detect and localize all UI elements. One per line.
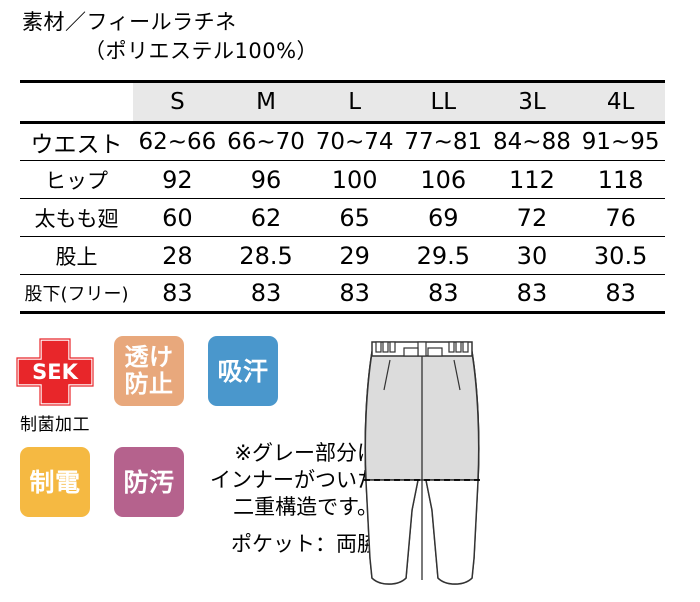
cell-waist-l: 70~74 bbox=[310, 122, 399, 161]
material-heading: 素材／フィールラチネ （ポリエステル100%） bbox=[22, 8, 662, 66]
badge-see-through-prevention: 透け 防止 bbox=[106, 336, 192, 406]
pocket-note: ポケット：両脇 bbox=[231, 532, 378, 556]
cell-inseam-s: 83 bbox=[133, 274, 222, 314]
badge-sek-antibacterial: SEK 制菌加工 bbox=[12, 336, 98, 435]
sek-caption: 制菌加工 bbox=[20, 415, 90, 435]
cell-waist-ll: 77~81 bbox=[398, 122, 488, 161]
cell-hip-4l: 118 bbox=[576, 160, 665, 199]
column-header-ll: LL bbox=[398, 80, 488, 124]
material-line-1: 素材／フィールラチネ bbox=[22, 10, 237, 34]
cell-hip-m: 96 bbox=[221, 160, 311, 199]
see-through-prevention-badge: 透け 防止 bbox=[114, 336, 184, 406]
table-row: 股上 28 28.5 29 29.5 30 30.5 bbox=[20, 236, 665, 275]
grey-area-note: ※グレー部分は インナーがついた 二重構造です。 bbox=[198, 440, 378, 521]
note-line-1: ※グレー部分は bbox=[234, 441, 378, 465]
table-row: ウエスト 62~66 66~70 70~74 77~81 84~88 91~95 bbox=[20, 122, 665, 161]
cell-thigh-3l: 72 bbox=[487, 198, 577, 237]
cell-hip-l: 100 bbox=[310, 160, 399, 199]
cell-thigh-ll: 69 bbox=[398, 198, 488, 237]
cell-rise-l: 29 bbox=[310, 236, 399, 275]
cell-inseam-3l: 83 bbox=[487, 274, 577, 314]
badge-line-1: 防汚 bbox=[123, 467, 175, 497]
cell-waist-4l: 91~95 bbox=[576, 122, 665, 161]
row-label-rise: 股上 bbox=[20, 236, 134, 275]
cell-waist-s: 62~66 bbox=[133, 122, 222, 161]
table-header-row: S M L LL 3L 4L bbox=[20, 80, 665, 124]
material-line-2: （ポリエステル100%） bbox=[84, 39, 319, 63]
cell-inseam-4l: 83 bbox=[576, 274, 665, 314]
badge-line-2: 防止 bbox=[124, 370, 174, 398]
row-label-inseam: 股下(フリー) bbox=[20, 274, 134, 314]
cell-rise-4l: 30.5 bbox=[576, 236, 665, 275]
cell-waist-3l: 84~88 bbox=[487, 122, 577, 161]
cell-thigh-s: 60 bbox=[133, 198, 222, 237]
badge-stain-resistant: 防汚 bbox=[106, 447, 192, 517]
cell-hip-ll: 106 bbox=[398, 160, 488, 199]
belt-loops-icon bbox=[375, 341, 469, 357]
column-header-l: L bbox=[310, 80, 399, 124]
row-label-thigh: 太もも廻 bbox=[20, 198, 134, 237]
badge-antistatic: 制電 bbox=[12, 447, 98, 517]
table-row: 股下(フリー) 83 83 83 83 83 83 bbox=[20, 274, 665, 314]
sweat-absorbing-badge: 吸汗 bbox=[208, 336, 278, 406]
column-header-m: M bbox=[221, 80, 311, 124]
cell-rise-ll: 29.5 bbox=[398, 236, 488, 275]
column-header-4l: 4L bbox=[576, 80, 665, 124]
note-line-2: インナーがついた bbox=[210, 468, 378, 492]
feature-badges: SEK 制菌加工 透け 防止 吸汗 制電 防汚 bbox=[12, 336, 302, 517]
stain-resistant-badge: 防汚 bbox=[114, 447, 184, 517]
row-label-hip: ヒップ bbox=[20, 160, 134, 199]
note-line-3: 二重構造です。 bbox=[233, 495, 378, 519]
cell-thigh-l: 65 bbox=[310, 198, 399, 237]
cell-inseam-ll: 83 bbox=[398, 274, 488, 314]
cell-hip-s: 92 bbox=[133, 160, 222, 199]
sek-cross-icon: SEK bbox=[13, 336, 97, 408]
cell-waist-m: 66~70 bbox=[221, 122, 311, 161]
size-specification-table: S M L LL 3L 4L ウエスト 62~66 66~70 70~74 77… bbox=[20, 80, 665, 314]
cell-thigh-4l: 76 bbox=[576, 198, 665, 237]
pants-illustration bbox=[352, 330, 552, 598]
cell-rise-m: 28.5 bbox=[221, 236, 311, 275]
badge-line-1: 吸汗 bbox=[217, 356, 269, 386]
badge-sweat-absorbing: 吸汗 bbox=[200, 336, 286, 406]
antistatic-badge: 制電 bbox=[20, 447, 90, 517]
cell-inseam-m: 83 bbox=[221, 274, 311, 314]
cell-inseam-l: 83 bbox=[310, 274, 399, 314]
feature-badges-row-2: 制電 防汚 bbox=[12, 447, 302, 517]
table-row: ヒップ 92 96 100 106 112 118 bbox=[20, 160, 665, 199]
column-header-3l: 3L bbox=[487, 80, 577, 124]
feature-badges-row-1: SEK 制菌加工 透け 防止 吸汗 bbox=[12, 336, 302, 435]
sek-mark-text: SEK bbox=[32, 360, 78, 384]
badge-line-1: 制電 bbox=[29, 467, 81, 497]
row-label-waist: ウエスト bbox=[20, 122, 134, 161]
badge-line-1: 透け bbox=[124, 343, 174, 371]
cell-rise-s: 28 bbox=[133, 236, 222, 275]
table-row: 太もも廻 60 62 65 69 72 76 bbox=[20, 198, 665, 237]
column-header-s: S bbox=[133, 80, 222, 124]
cell-thigh-m: 62 bbox=[221, 198, 311, 237]
table-corner-cell bbox=[20, 80, 134, 124]
cell-hip-3l: 112 bbox=[487, 160, 577, 199]
cell-rise-3l: 30 bbox=[487, 236, 577, 275]
